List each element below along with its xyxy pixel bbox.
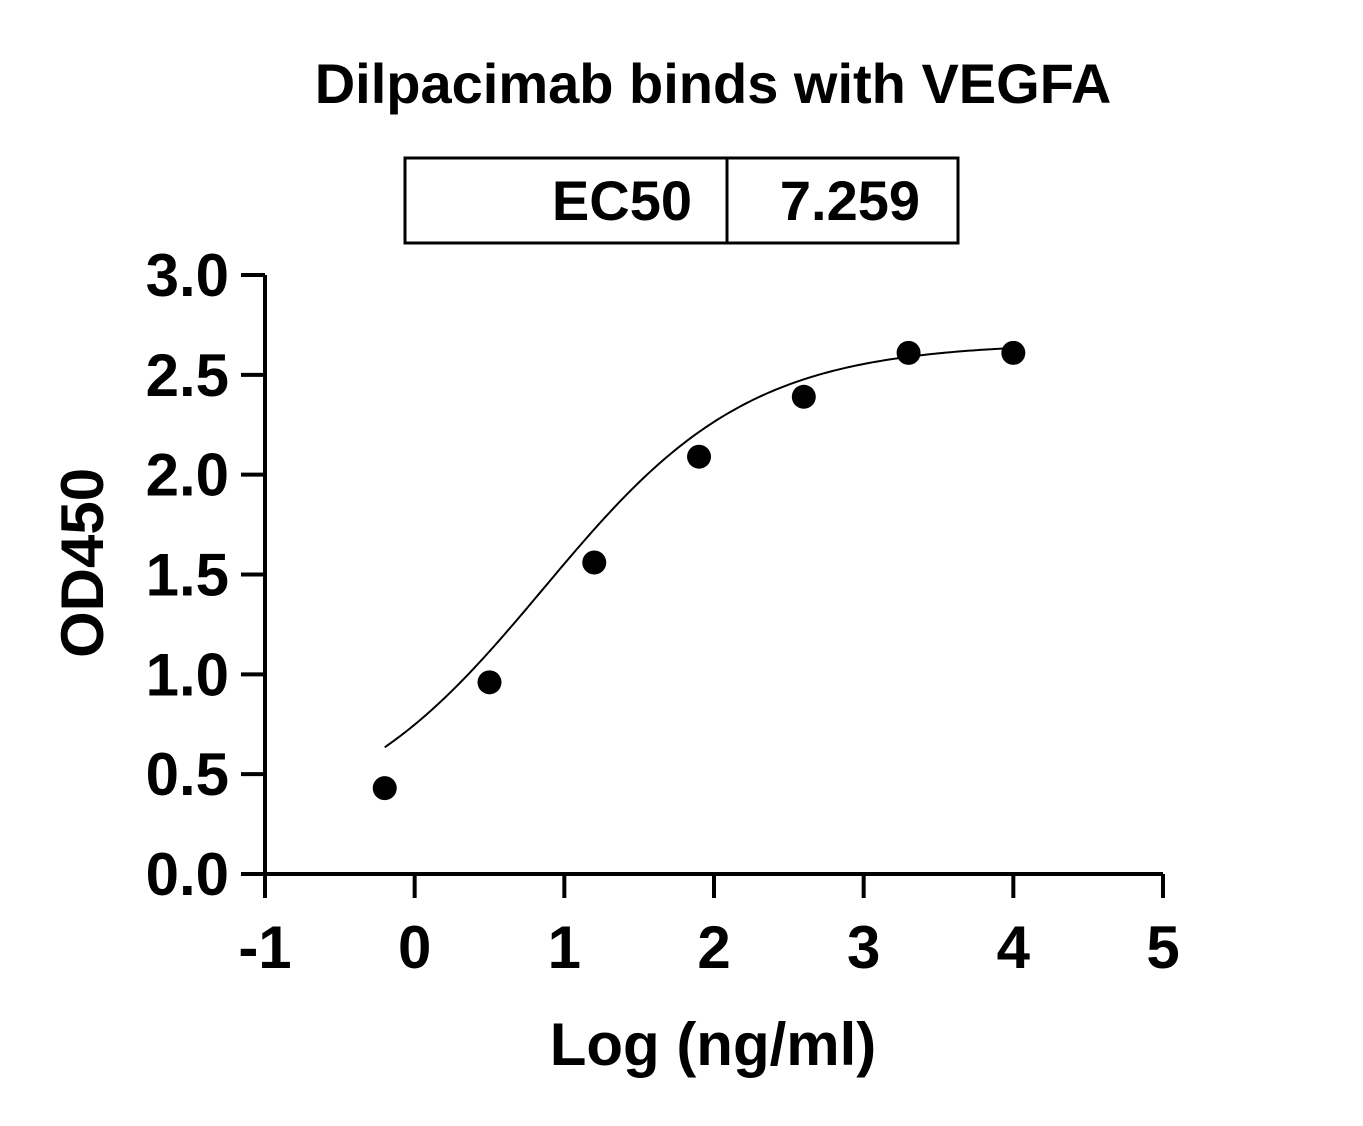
chart-title: Dilpacimab binds with VEGFA [315, 52, 1112, 115]
y-axis-label: OD450 [49, 468, 116, 658]
data-point [791, 384, 816, 409]
x-tick-label: 1 [548, 914, 581, 981]
data-point [896, 340, 921, 365]
data-point [687, 444, 712, 469]
x-axis-ticks: -1 0 1 2 3 4 5 [238, 874, 1180, 981]
x-tick-label: 0 [398, 914, 431, 981]
x-tick-label: 4 [997, 914, 1031, 981]
ec50-label: EC50 [552, 169, 692, 232]
data-point [1001, 340, 1026, 365]
x-tick-label: -1 [238, 914, 291, 981]
x-axis-label: Log (ng/ml) [550, 1011, 877, 1078]
ec50-value: 7.259 [780, 169, 920, 232]
x-tick-label: 3 [847, 914, 880, 981]
data-point [477, 670, 502, 695]
axes [263, 275, 1163, 876]
y-axis-ticks: 0.0 0.5 1.0 1.5 2.0 2.5 3.0 [146, 242, 265, 908]
data-point [582, 550, 607, 575]
y-tick-label: 2.0 [146, 442, 229, 509]
y-tick-label: 1.0 [146, 641, 229, 708]
ec50-table: EC50 7.259 [403, 156, 960, 245]
x-tick-label: 5 [1146, 914, 1179, 981]
x-tick-label: 2 [697, 914, 730, 981]
data-point [372, 776, 397, 801]
y-tick-label: 1.5 [146, 542, 229, 609]
ec50-table-border [403, 156, 960, 245]
data-points [372, 340, 1026, 801]
y-tick-label: 0.5 [146, 741, 229, 808]
y-tick-label: 3.0 [146, 242, 229, 309]
y-tick-label: 0.0 [146, 841, 229, 908]
y-tick-label: 2.5 [146, 342, 229, 409]
